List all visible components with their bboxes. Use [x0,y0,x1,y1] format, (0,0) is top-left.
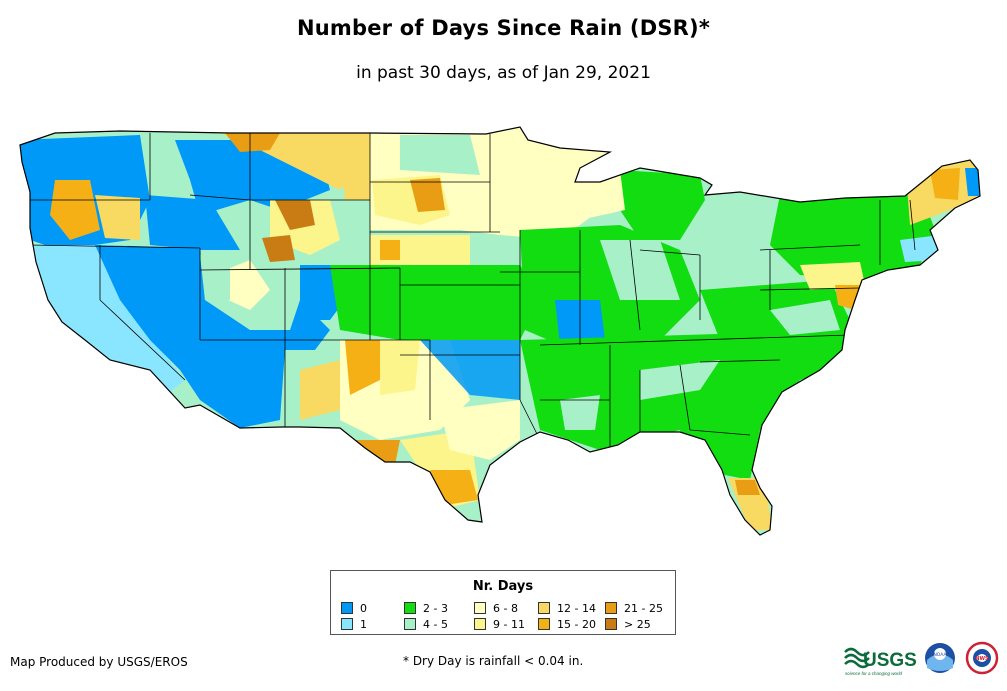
legend-item-6-8: 6 - 8 [474,602,518,615]
nws-logo-text: NWS [975,656,989,662]
agency-logos: USGS science for a changing world NOAA N… [844,641,999,676]
legend-swatch-15-20 [538,618,550,630]
legend-item-15-20: 15 - 20 [538,618,596,631]
legend-swatch-1 [341,618,353,630]
legend-item-4-5: 4 - 5 [404,618,448,631]
usgs-logo: USGS science for a changing world [844,647,917,676]
producer-credit: Map Produced by USGS/EROS [10,655,188,669]
usgs-logo-tagline: science for a changing world [845,671,903,676]
map-subtitle: in past 30 days, as of Jan 29, 2021 [356,63,651,83]
legend-swatch-21-25 [605,602,617,614]
legend-swatch-gt-25 [605,618,617,630]
legend-item-9-11: 9 - 11 [474,618,525,631]
noaa-logo-text: NOAA [933,652,947,658]
legend-item-12-14: 12 - 14 [538,602,596,615]
map-title: Number of Days Since Rain (DSR)* [296,16,711,40]
legend-swatch-4-5 [404,618,416,630]
legend-swatch-9-11 [474,618,486,630]
legend-swatch-6-8 [474,602,486,614]
legend-item-2-3: 2 - 3 [404,602,448,615]
nws-logo: NWS [965,641,999,675]
legend-item-1: 1 [341,618,367,631]
noaa-logo: NOAA [925,643,955,673]
legend-swatch-12-14 [538,602,550,614]
usgs-logo-text: USGS [863,650,917,671]
legend-item-0: 0 [341,602,367,615]
legend: Nr. Days 0 1 2 - 3 4 - 5 6 - 8 9 - 11 12… [330,570,676,635]
legend-swatch-0 [341,602,353,614]
legend-item-21-25: 21 - 25 [605,602,663,615]
legend-swatch-2-3 [404,602,416,614]
legend-item-gt-25: > 25 [605,618,651,631]
legend-title: Nr. Days [472,579,534,594]
dry-day-footnote: * Dry Day is rainfall < 0.04 in. [403,654,584,668]
